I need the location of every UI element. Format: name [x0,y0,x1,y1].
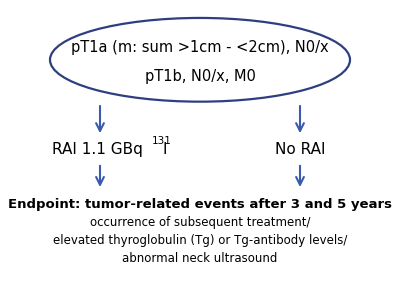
Text: abnormal neck ultrasound: abnormal neck ultrasound [122,252,278,265]
Text: elevated thyroglobulin (Tg) or Tg-antibody levels/: elevated thyroglobulin (Tg) or Tg-antibo… [53,234,347,247]
Text: pT1b, N0/x, M0: pT1b, N0/x, M0 [144,69,256,84]
Text: occurrence of subsequent treatment/: occurrence of subsequent treatment/ [90,216,310,229]
Text: pT1a (m: sum >1cm - <2cm), N0/x: pT1a (m: sum >1cm - <2cm), N0/x [71,40,329,55]
Text: I: I [162,142,166,157]
Text: No RAI: No RAI [275,142,325,157]
Text: Endpoint: tumor-related events after 3 and 5 years: Endpoint: tumor-related events after 3 a… [8,198,392,211]
Text: 131: 131 [152,136,172,146]
Text: RAI 1.1 GBq: RAI 1.1 GBq [52,142,148,157]
